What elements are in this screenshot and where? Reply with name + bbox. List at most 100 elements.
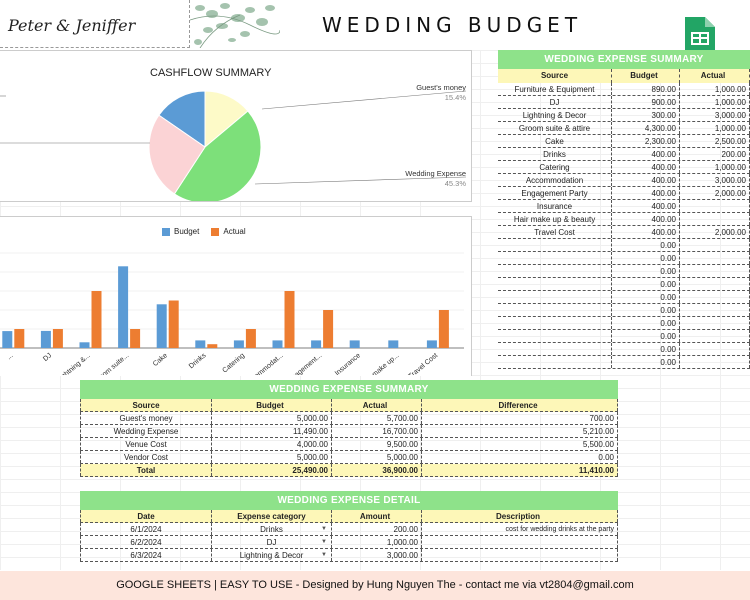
table-cell[interactable] — [680, 265, 750, 277]
table-cell[interactable]: cost for wedding drinks at the party — [422, 523, 618, 535]
table-cell[interactable] — [680, 304, 750, 316]
table-cell[interactable]: 0.00 — [612, 356, 680, 368]
table-cell[interactable] — [498, 252, 612, 264]
table-cell[interactable] — [680, 200, 750, 212]
table-cell[interactable]: 11,490.00 — [212, 425, 332, 437]
table-cell[interactable]: 400.00 — [612, 174, 680, 186]
table-cell[interactable]: 5,000.00 — [332, 451, 422, 463]
table-cell[interactable] — [680, 291, 750, 303]
table-cell[interactable]: Accommodation — [498, 174, 612, 186]
table-cell[interactable]: 5,210.00 — [422, 425, 618, 437]
table-cell[interactable]: 1,000.00 — [680, 161, 750, 173]
table-cell[interactable]: 16,700.00 — [332, 425, 422, 437]
category-dropdown[interactable]: Drinks ▼ — [212, 523, 332, 535]
table-cell[interactable] — [498, 343, 612, 355]
table-cell[interactable]: DJ — [498, 96, 612, 108]
table-cell[interactable]: 1,000.00 — [680, 122, 750, 134]
table-cell[interactable]: 0.00 — [612, 265, 680, 277]
table-cell[interactable]: Venue Cost — [80, 438, 212, 450]
table-cell[interactable] — [498, 304, 612, 316]
table-cell[interactable]: 0.00 — [612, 278, 680, 290]
legend-actual: Actual — [211, 227, 246, 236]
category-dropdown[interactable]: Lightning & Decor ▼ — [212, 549, 332, 561]
table-cell[interactable]: 5,000.00 — [212, 412, 332, 424]
table-cell[interactable]: 0.00 — [612, 304, 680, 316]
table-cell[interactable]: Furniture & Equipment — [498, 83, 612, 95]
x-tick-label: Engagement... — [284, 352, 323, 375]
table-cell[interactable]: 5,000.00 — [212, 451, 332, 463]
chevron-down-icon[interactable]: ▼ — [321, 552, 327, 558]
table-cell[interactable] — [422, 536, 618, 548]
table-cell[interactable]: 200.00 — [680, 148, 750, 160]
table-cell[interactable]: Guest's money — [80, 412, 212, 424]
table-cell[interactable]: 0.00 — [612, 291, 680, 303]
category-dropdown[interactable]: DJ ▼ — [212, 536, 332, 548]
table-cell[interactable]: 400.00 — [612, 148, 680, 160]
table-cell[interactable]: Vendor Cost — [80, 451, 212, 463]
table-cell[interactable]: 400.00 — [612, 213, 680, 225]
table-cell[interactable]: 2,300.00 — [612, 135, 680, 147]
table-cell[interactable]: Cake — [498, 135, 612, 147]
table-cell[interactable] — [498, 291, 612, 303]
table-cell[interactable]: 3,000.00 — [332, 549, 422, 561]
table-cell[interactable]: 0.00 — [612, 239, 680, 251]
table-cell[interactable]: 700.00 — [422, 412, 618, 424]
table-cell[interactable]: 0.00 — [612, 330, 680, 342]
table-cell[interactable]: 900.00 — [612, 96, 680, 108]
table-cell[interactable]: Travel Cost — [498, 226, 612, 238]
table-cell[interactable] — [680, 278, 750, 290]
table-cell[interactable] — [498, 278, 612, 290]
table-cell[interactable] — [498, 330, 612, 342]
table-cell[interactable]: 1,000.00 — [680, 83, 750, 95]
table-cell[interactable]: 200.00 — [332, 523, 422, 535]
chevron-down-icon[interactable]: ▼ — [321, 526, 327, 532]
table-cell[interactable]: 4,000.00 — [212, 438, 332, 450]
table-cell[interactable] — [498, 317, 612, 329]
table-cell[interactable]: Drinks — [498, 148, 612, 160]
table-cell[interactable]: Insurance — [498, 200, 612, 212]
table-cell[interactable]: 2,000.00 — [680, 226, 750, 238]
table-cell[interactable]: Groom suite & attire — [498, 122, 612, 134]
table-cell[interactable]: 0.00 — [612, 252, 680, 264]
table-cell[interactable] — [680, 239, 750, 251]
table-cell[interactable]: 6/3/2024 — [80, 549, 212, 561]
table-cell[interactable]: 6/2/2024 — [80, 536, 212, 548]
table-cell[interactable]: 0.00 — [422, 451, 618, 463]
table-cell[interactable]: 400.00 — [612, 161, 680, 173]
table-cell[interactable]: Lightning & Decor — [498, 109, 612, 121]
table-cell[interactable]: 3,000.00 — [680, 174, 750, 186]
x-tick-label: Cake — [152, 352, 169, 368]
table-cell[interactable]: 890.00 — [612, 83, 680, 95]
table-cell[interactable]: 5,700.00 — [332, 412, 422, 424]
table-cell[interactable] — [680, 356, 750, 368]
table-cell[interactable]: Engagement Party — [498, 187, 612, 199]
table-cell[interactable] — [498, 356, 612, 368]
table-cell[interactable] — [680, 343, 750, 355]
table-cell[interactable]: 400.00 — [612, 187, 680, 199]
table-cell[interactable] — [680, 330, 750, 342]
table-cell[interactable] — [680, 213, 750, 225]
table-cell[interactable]: 0.00 — [612, 317, 680, 329]
table-cell[interactable]: Catering — [498, 161, 612, 173]
table-cell[interactable]: 6/1/2024 — [80, 523, 212, 535]
table-cell[interactable]: 1,000.00 — [332, 536, 422, 548]
table-cell[interactable]: 3,000.00 — [680, 109, 750, 121]
table-cell[interactable]: 400.00 — [612, 200, 680, 212]
table-cell[interactable] — [422, 549, 618, 561]
table-cell[interactable]: 9,500.00 — [332, 438, 422, 450]
table-cell[interactable] — [680, 317, 750, 329]
table-cell[interactable] — [498, 265, 612, 277]
table-cell[interactable] — [498, 239, 612, 251]
table-cell[interactable]: Wedding Expense — [80, 425, 212, 437]
table-cell[interactable]: 300.00 — [612, 109, 680, 121]
table-cell[interactable]: 2,500.00 — [680, 135, 750, 147]
table-cell[interactable]: 1,000.00 — [680, 96, 750, 108]
table-cell[interactable]: 400.00 — [612, 226, 680, 238]
table-cell[interactable]: 5,500.00 — [422, 438, 618, 450]
table-cell[interactable]: 0.00 — [612, 343, 680, 355]
chevron-down-icon[interactable]: ▼ — [321, 539, 327, 545]
table-cell[interactable]: 4,300.00 — [612, 122, 680, 134]
table-cell[interactable] — [680, 252, 750, 264]
table-cell[interactable]: Hair make up & beauty — [498, 213, 612, 225]
table-cell[interactable]: 2,000.00 — [680, 187, 750, 199]
